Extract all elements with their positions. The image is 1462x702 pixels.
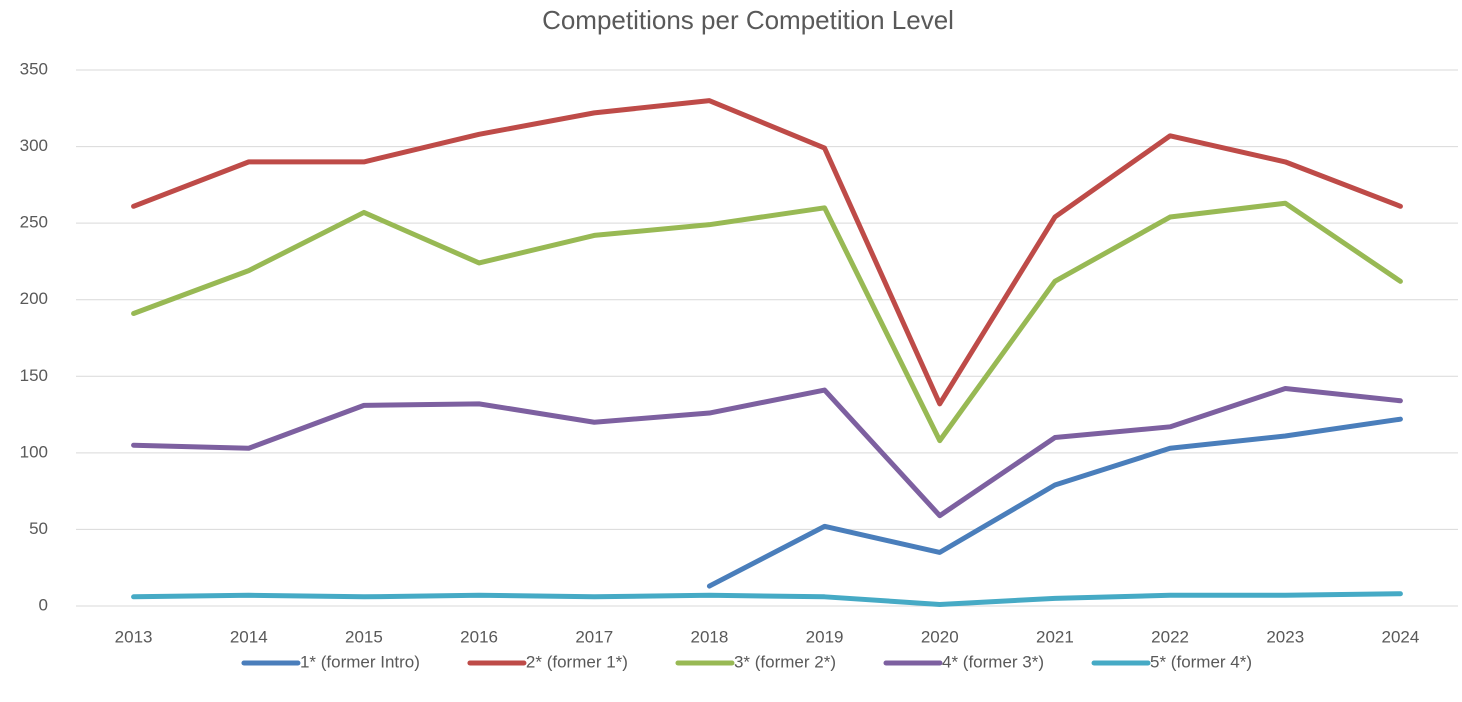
y-tick-label: 300 <box>20 136 48 155</box>
series-line <box>131 386 1403 519</box>
x-tick-label: 2015 <box>345 627 383 646</box>
x-tick-label: 2013 <box>115 627 153 646</box>
legend-label: 1* (former Intro) <box>300 652 420 671</box>
x-tick-label: 2017 <box>575 627 613 646</box>
x-tick-label: 2020 <box>921 627 959 646</box>
y-tick-label: 150 <box>20 366 48 385</box>
series-line <box>131 200 1403 444</box>
y-tick-label: 200 <box>20 289 48 308</box>
x-tick-label: 2016 <box>460 627 498 646</box>
chart-title: Competitions per Competition Level <box>542 5 954 35</box>
x-tick-label: 2014 <box>230 627 268 646</box>
x-tick-label: 2021 <box>1036 627 1074 646</box>
legend-label: 3* (former 2*) <box>734 652 836 671</box>
series-line <box>131 98 1403 407</box>
y-tick-label: 100 <box>20 442 48 461</box>
x-tick-label: 2022 <box>1151 627 1189 646</box>
series-line <box>131 591 1403 607</box>
series-line <box>706 416 1403 589</box>
x-tick-label: 2023 <box>1266 627 1304 646</box>
y-tick-label: 0 <box>39 595 48 614</box>
legend-label: 2* (former 1*) <box>526 652 628 671</box>
y-tick-label: 350 <box>20 59 48 78</box>
y-tick-label: 50 <box>29 519 48 538</box>
legend-label: 5* (former 4*) <box>1150 652 1252 671</box>
x-tick-label: 2018 <box>691 627 729 646</box>
y-tick-label: 250 <box>20 213 48 232</box>
legend-label: 4* (former 3*) <box>942 652 1044 671</box>
x-tick-label: 2019 <box>806 627 844 646</box>
x-tick-label: 2024 <box>1382 627 1420 646</box>
